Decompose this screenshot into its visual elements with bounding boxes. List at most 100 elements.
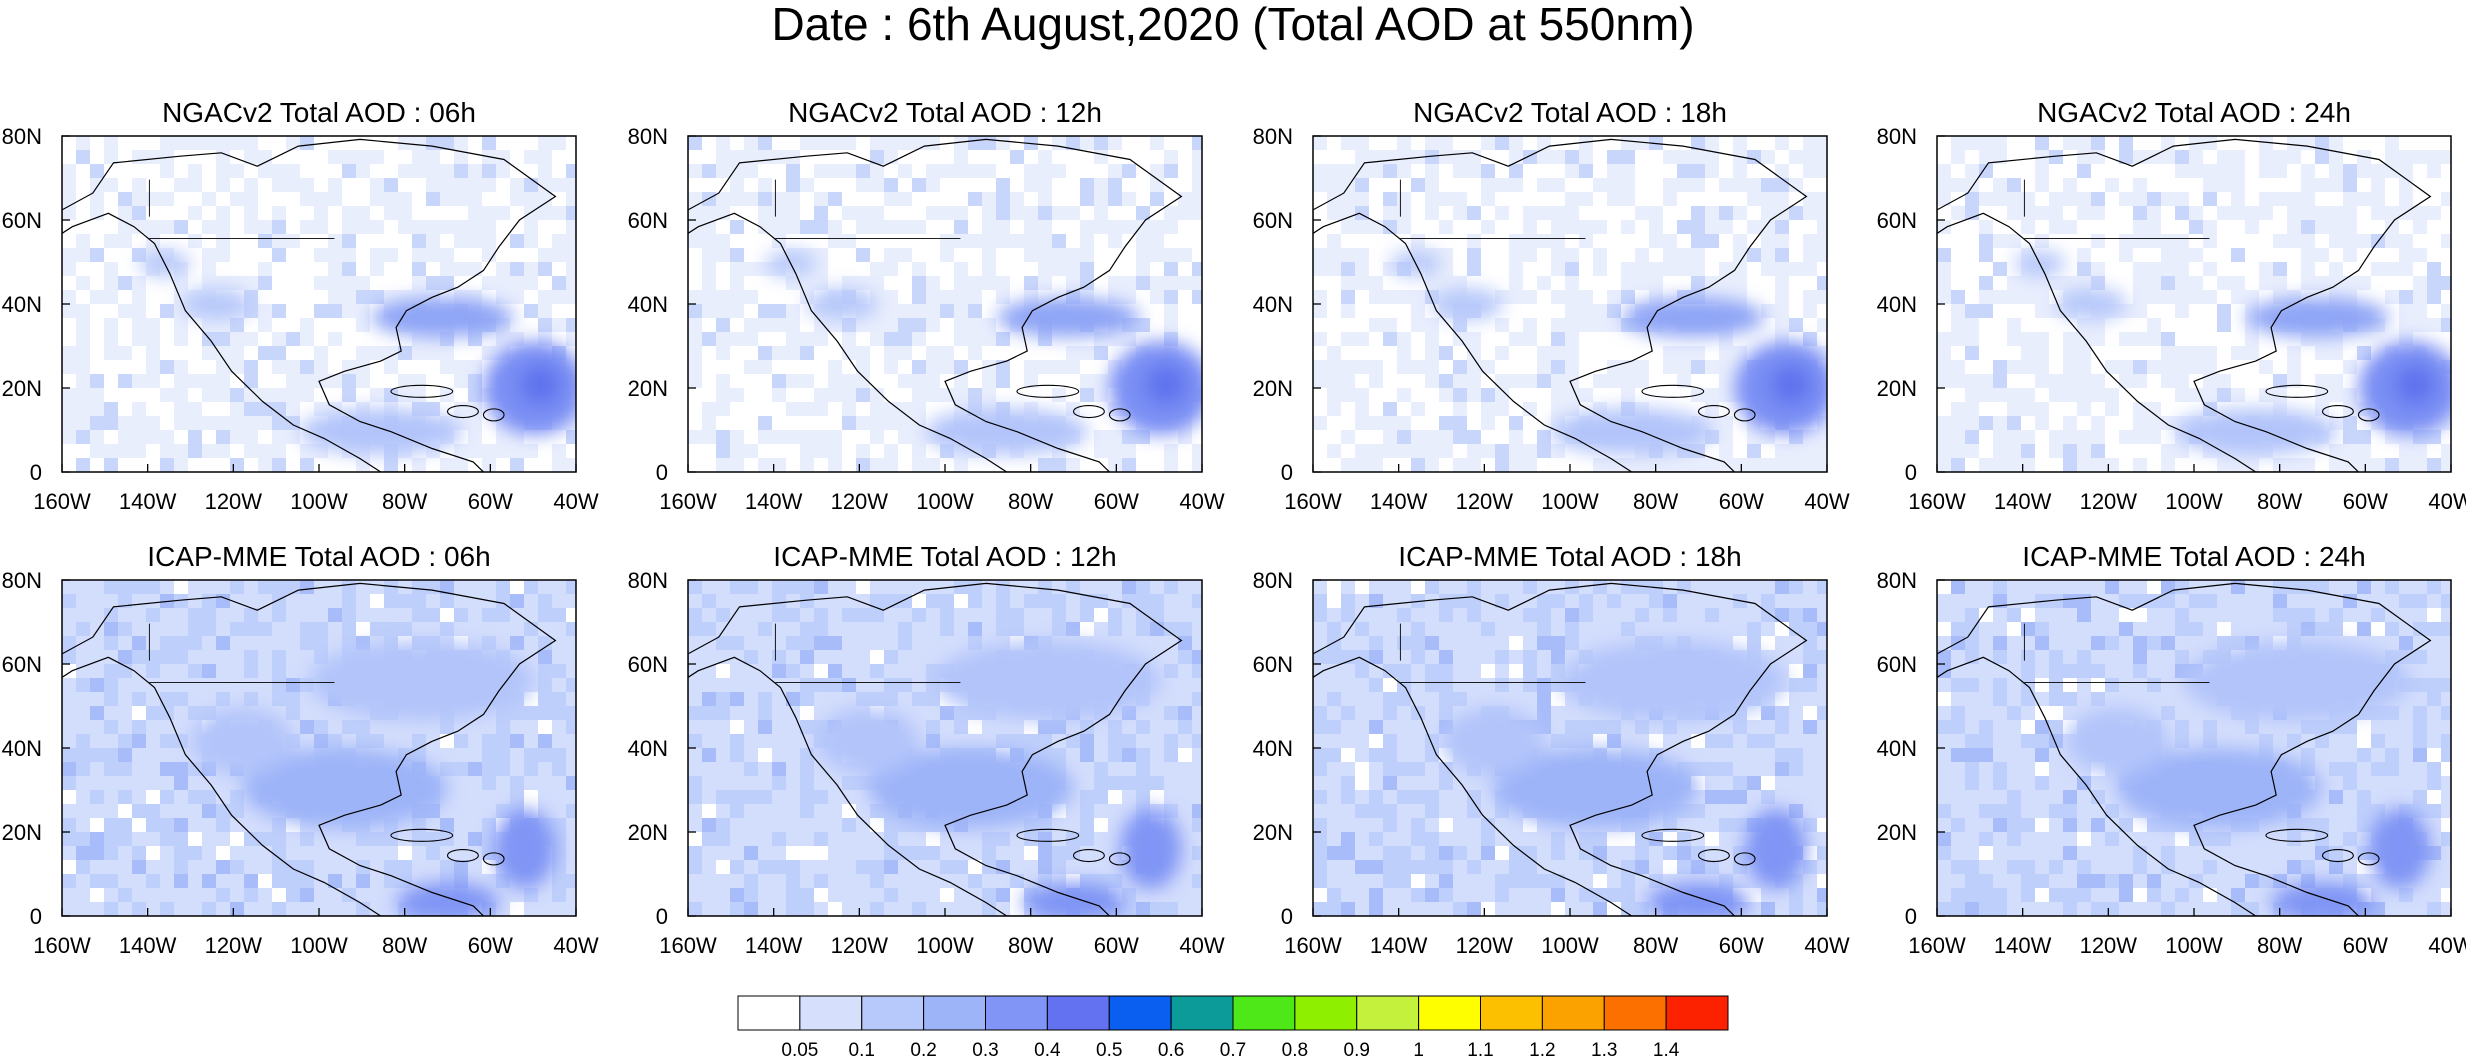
lon-tick-label: 160W bbox=[659, 489, 717, 514]
map-panel: NGACv2 Total AOD : 06h 160W 140W 120W 100W 80… bbox=[2, 97, 599, 514]
lat-tick-label: 20N bbox=[628, 820, 668, 845]
lat-tick-label: 60N bbox=[628, 208, 668, 233]
colorbar-swatch bbox=[1356, 995, 1420, 1031]
colorbar-swatch bbox=[1108, 995, 1172, 1031]
lon-tick-label: 40W bbox=[1179, 489, 1224, 514]
lon-tick-label: 80W bbox=[2257, 489, 2302, 514]
lon-tick-label: 160W bbox=[33, 489, 91, 514]
lon-tick-label: 100W bbox=[916, 489, 974, 514]
lon-tick-label: 100W bbox=[2165, 933, 2223, 958]
map-panel: ICAP-MME Total AOD : 12h 160W 140W 120W 100W… bbox=[628, 541, 1225, 958]
coastline bbox=[1313, 582, 1808, 916]
lat-tick-label: 0 bbox=[1281, 460, 1293, 485]
lon-tick-label: 100W bbox=[290, 933, 348, 958]
aod-field bbox=[62, 136, 576, 472]
lon-tick-label: 160W bbox=[1908, 933, 1966, 958]
aod-field bbox=[688, 580, 1202, 916]
lat-tick-label: 40N bbox=[628, 736, 668, 761]
colorbar-label: 0.9 bbox=[1344, 1040, 1370, 1056]
lon-tick-label: 120W bbox=[1456, 933, 1514, 958]
colorbar-swatch bbox=[1603, 995, 1667, 1031]
lon-tick-label: 120W bbox=[1456, 489, 1514, 514]
lat-tick-label: 80N bbox=[1253, 568, 1293, 593]
colorbar-label: 0.6 bbox=[1158, 1040, 1184, 1056]
colorbar-swatch bbox=[1541, 995, 1605, 1031]
lon-tick-label: 140W bbox=[1370, 933, 1428, 958]
colorbar-swatch bbox=[985, 995, 1048, 1031]
colorbar-label: 0.1 bbox=[849, 1040, 875, 1056]
colorbar-swatch bbox=[1232, 995, 1296, 1031]
aod-field bbox=[1937, 136, 2451, 472]
lon-tick-label: 120W bbox=[2080, 933, 2138, 958]
lon-tick-label: 140W bbox=[745, 489, 803, 514]
colorbar-label: 1.1 bbox=[1467, 1040, 1493, 1056]
colorbar-swatch bbox=[861, 995, 925, 1031]
lon-tick-label: 140W bbox=[745, 933, 803, 958]
lat-tick-label: 0 bbox=[1905, 904, 1917, 929]
figure-title: Date : 6th August,2020 (Total AOD at 550… bbox=[771, 0, 1695, 50]
panel-title: ICAP-MME Total AOD : 12h bbox=[773, 541, 1116, 572]
map-panel: ICAP-MME Total AOD : 24h 160W 140W 120W 100W… bbox=[1877, 541, 2466, 958]
lat-tick-label: 0 bbox=[1281, 904, 1293, 929]
coastline bbox=[688, 582, 1183, 916]
lon-tick-label: 160W bbox=[659, 933, 717, 958]
lon-tick-label: 160W bbox=[1908, 489, 1966, 514]
lat-tick-label: 0 bbox=[656, 460, 668, 485]
lat-tick-label: 0 bbox=[30, 460, 42, 485]
coastline bbox=[688, 138, 1183, 472]
colorbar-label: 0.4 bbox=[1034, 1040, 1061, 1056]
colorbar: 0.05 0.1 0.2 0.3 0.4 0.5 0.6 0.7 0.8 0.9 1 1.1 1.2 1.… bbox=[737, 995, 1729, 1056]
lon-tick-label: 60W bbox=[1719, 489, 1764, 514]
colorbar-label: 1 bbox=[1413, 1040, 1424, 1056]
lon-tick-label: 40W bbox=[553, 933, 598, 958]
panel-title: ICAP-MME Total AOD : 06h bbox=[147, 541, 490, 572]
lon-tick-label: 80W bbox=[382, 933, 427, 958]
lon-tick-label: 140W bbox=[119, 489, 177, 514]
colorbar-label: 0.8 bbox=[1282, 1040, 1308, 1056]
lat-tick-label: 80N bbox=[2, 568, 42, 593]
colorbar-swatch bbox=[799, 995, 863, 1031]
lon-tick-label: 100W bbox=[2165, 489, 2223, 514]
lon-tick-label: 140W bbox=[119, 933, 177, 958]
colorbar-swatch bbox=[1418, 995, 1481, 1031]
lat-tick-label: 40N bbox=[2, 292, 42, 317]
coastline bbox=[1313, 138, 1808, 472]
lon-tick-label: 40W bbox=[1804, 933, 1849, 958]
panel-title: ICAP-MME Total AOD : 18h bbox=[1398, 541, 1741, 572]
coastline bbox=[1937, 138, 2432, 472]
lat-tick-label: 20N bbox=[628, 376, 668, 401]
aod-field bbox=[1937, 580, 2451, 916]
lon-tick-label: 100W bbox=[1541, 933, 1599, 958]
lat-tick-label: 60N bbox=[1253, 208, 1293, 233]
lat-tick-label: 20N bbox=[1877, 820, 1917, 845]
colorbar-label: 0.2 bbox=[910, 1040, 936, 1056]
lat-tick-label: 40N bbox=[1877, 736, 1917, 761]
panel-title: NGACv2 Total AOD : 24h bbox=[2037, 97, 2351, 128]
lon-tick-label: 120W bbox=[831, 489, 889, 514]
lon-tick-label: 140W bbox=[1994, 489, 2052, 514]
colorbar-label: 0.3 bbox=[972, 1040, 998, 1056]
colorbar-label: 0.05 bbox=[781, 1040, 818, 1056]
lon-tick-label: 60W bbox=[468, 933, 513, 958]
lon-tick-label: 60W bbox=[1719, 933, 1764, 958]
panel-title: ICAP-MME Total AOD : 24h bbox=[2022, 541, 2365, 572]
lat-tick-label: 80N bbox=[1877, 124, 1917, 149]
colorbar-swatch bbox=[1665, 995, 1729, 1031]
lon-tick-label: 120W bbox=[2080, 489, 2138, 514]
lat-tick-label: 80N bbox=[628, 568, 668, 593]
colorbar-swatch bbox=[1046, 995, 1110, 1031]
lon-tick-label: 40W bbox=[553, 489, 598, 514]
panel-title: NGACv2 Total AOD : 12h bbox=[788, 97, 1102, 128]
map-panel: NGACv2 Total AOD : 12h 160W 140W 120W 100W 80… bbox=[628, 97, 1225, 514]
lat-tick-label: 40N bbox=[2, 736, 42, 761]
panel-title: NGACv2 Total AOD : 18h bbox=[1413, 97, 1727, 128]
lon-tick-label: 80W bbox=[1008, 933, 1053, 958]
lat-tick-label: 60N bbox=[1877, 208, 1917, 233]
lon-tick-label: 120W bbox=[831, 933, 889, 958]
colorbar-label: 1.2 bbox=[1529, 1040, 1555, 1056]
lat-tick-label: 0 bbox=[1905, 460, 1917, 485]
lon-tick-label: 60W bbox=[1094, 489, 1139, 514]
lat-tick-label: 20N bbox=[1877, 376, 1917, 401]
colorbar-swatch bbox=[1294, 995, 1358, 1031]
